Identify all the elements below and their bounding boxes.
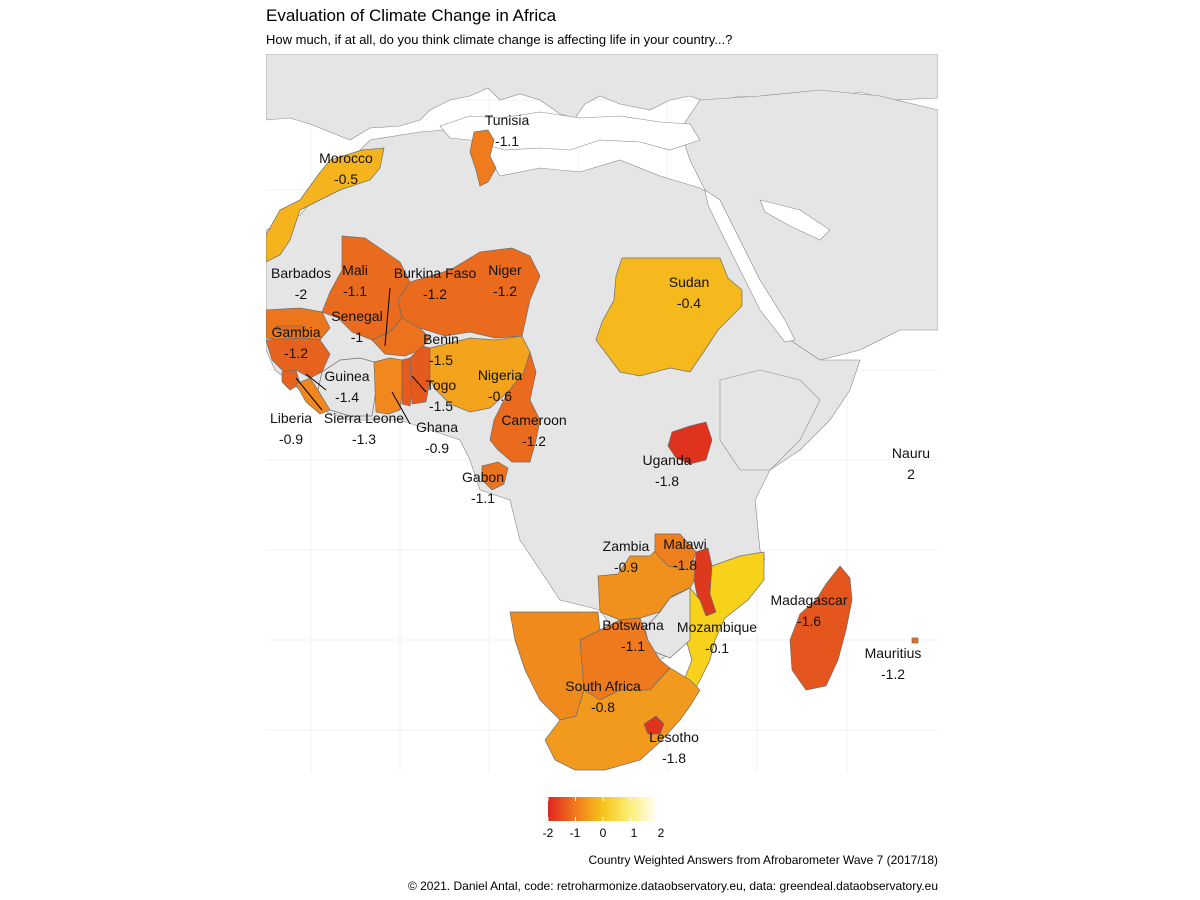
- country-name-label-burkina-faso: Burkina Faso: [394, 265, 477, 281]
- legend-ticks: [547, 797, 631, 821]
- country-value-label-burkina-faso: -1.2: [423, 286, 447, 302]
- country-polygons: [266, 129, 919, 771]
- country-name-label-gambia: Gambia: [271, 324, 320, 340]
- country-value-label-malawi: -1.8: [673, 557, 697, 573]
- country-value-label-morocco: -0.5: [334, 171, 358, 187]
- country-value-label-sudan: -0.4: [677, 295, 701, 311]
- country-madagascar: [789, 565, 853, 691]
- country-name-label-mozambique: Mozambique: [677, 619, 757, 635]
- country-name-label-sierra-leone: Sierra Leone: [324, 410, 404, 426]
- leader-lines: [295, 287, 427, 425]
- country-value-label-mali: -1.1: [343, 283, 367, 299]
- country-value-label-madagascar: -1.6: [797, 613, 821, 629]
- country-value-label-nigeria: -0.6: [488, 388, 512, 404]
- country-name-label-togo: Togo: [426, 377, 457, 393]
- country-gambia: [275, 325, 306, 331]
- country-value-label-barbados: -2: [295, 286, 308, 302]
- country-value-label-south-africa: -0.8: [591, 699, 615, 715]
- country-value-label-mauritius: -1.2: [881, 666, 905, 682]
- country-sierra-leone: [281, 369, 301, 391]
- country-value-label-guinea: -1.4: [335, 389, 359, 405]
- country-value-label-senegal: -1: [351, 329, 364, 345]
- country-name-label-south-africa: South Africa: [565, 678, 641, 694]
- country-name-label-lesotho: Lesotho: [649, 729, 699, 745]
- country-value-label-sierra-leone: -1.3: [352, 431, 376, 447]
- country-name-label-botswana: Botswana: [602, 617, 664, 633]
- country-value-label-zambia: -0.9: [614, 559, 638, 575]
- country-name-label-uganda: Uganda: [642, 452, 691, 468]
- country-value-label-botswana: -1.1: [621, 638, 645, 654]
- country-name-label-zambia: Zambia: [603, 538, 650, 554]
- country-value-label-gabon: -1.1: [471, 490, 495, 506]
- caption-credits: © 2021. Daniel Antal, code: retroharmoni…: [407, 879, 938, 893]
- legend-tick-label: -1: [569, 826, 581, 840]
- country-togo: [401, 357, 413, 407]
- country-south-africa: [544, 667, 701, 771]
- country-lesotho: [643, 715, 665, 735]
- country-cameroon: [489, 350, 541, 463]
- country-burkina-faso: [371, 317, 431, 357]
- country-name-label-niger: Niger: [488, 262, 522, 278]
- country-value-label-togo: -1.5: [429, 398, 453, 414]
- country-mauritius: [911, 637, 919, 644]
- country-value-label-benin: -1.5: [429, 352, 453, 368]
- country-name-label-nauru: Nauru: [892, 445, 930, 461]
- country-name-label-mauritius: Mauritius: [865, 645, 922, 661]
- country-name-label-liberia: Liberia: [270, 410, 312, 426]
- country-labels: Tunisia -1.1 Morocco -0.5 Barbados -2 Mali -1.1…: [270, 112, 930, 766]
- country-guinea: [266, 337, 331, 379]
- country-tunisia: [469, 129, 497, 187]
- country-name-label-ghana: Ghana: [416, 419, 458, 435]
- country-gabon: [481, 461, 509, 491]
- country-sudan: [595, 257, 743, 377]
- country-value-label-nauru: 2: [907, 466, 915, 482]
- country-uganda: [667, 421, 713, 465]
- country-value-label-tunisia: -1.1: [495, 133, 519, 149]
- country-value-label-uganda: -1.8: [655, 473, 679, 489]
- legend-tick-label: -2: [542, 826, 554, 840]
- country-name-label-senegal: Senegal: [331, 308, 382, 324]
- country-morocco: [266, 147, 385, 263]
- country-value-label-ghana: -0.9: [425, 440, 449, 456]
- country-name-label-sudan: Sudan: [669, 274, 709, 290]
- country-value-label-gambia: -1.2: [284, 345, 308, 361]
- country-name-label-morocco: Morocco: [319, 150, 373, 166]
- country-name-label-malawi: Malawi: [663, 536, 707, 552]
- country-name-label-gabon: Gabon: [462, 469, 504, 485]
- country-value-label-liberia: -0.9: [279, 431, 303, 447]
- legend-tick-label: 2: [657, 826, 665, 840]
- country-name-label-guinea: Guinea: [324, 368, 369, 384]
- country-ghana: [373, 357, 403, 415]
- chart-subtitle: How much, if at all, do you think climat…: [266, 32, 733, 47]
- country-name-label-nigeria: Nigeria: [478, 367, 523, 383]
- country-value-label-mozambique: -0.1: [705, 640, 729, 656]
- country-name-label-benin: Benin: [423, 331, 459, 347]
- country-name-label-cameroon: Cameroon: [501, 412, 566, 428]
- country-value-label-niger: -1.2: [493, 283, 517, 299]
- country-name-label-madagascar: Madagascar: [770, 592, 847, 608]
- caption-source: Country Weighted Answers from Afrobarome…: [588, 853, 939, 867]
- country-name-label-mali: Mali: [342, 262, 368, 278]
- country-value-label-cameroon: -1.2: [522, 433, 546, 449]
- seas: [439, 111, 831, 343]
- legend-tick-label: 1: [630, 826, 638, 840]
- country-benin: [409, 345, 431, 405]
- country-value-label-lesotho: -1.8: [662, 750, 686, 766]
- country-name-label-tunisia: Tunisia: [485, 112, 530, 128]
- country-name-label-barbados: Barbados: [271, 265, 331, 281]
- legend-tick-label: 0: [599, 826, 607, 840]
- chart-title: Evaluation of Climate Change in Africa: [266, 6, 557, 25]
